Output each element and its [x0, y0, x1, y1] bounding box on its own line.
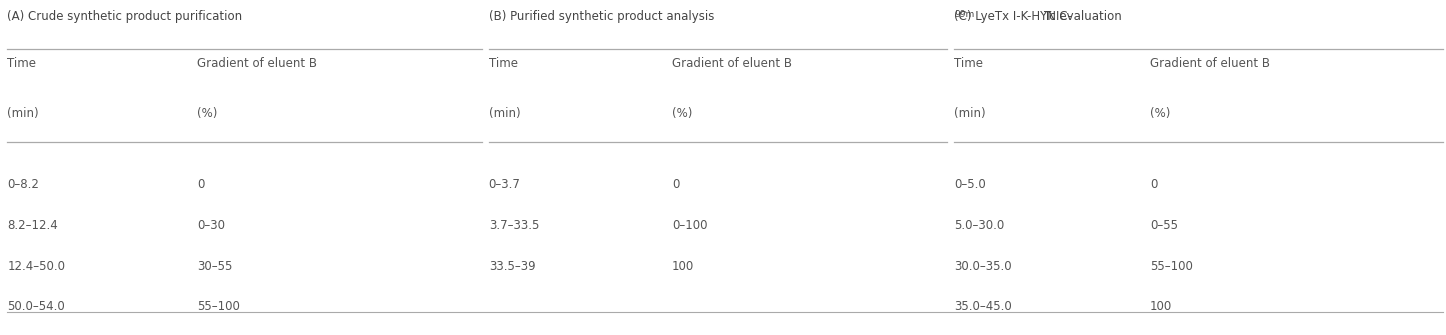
Text: Time: Time: [954, 57, 983, 70]
Text: 3.7–33.5: 3.7–33.5: [489, 219, 539, 232]
Text: 0–8.2: 0–8.2: [7, 178, 39, 191]
Text: 5.0–30.0: 5.0–30.0: [954, 219, 1005, 232]
Text: 0–100: 0–100: [672, 219, 707, 232]
Text: (C) LyeTx I-K-HYNIC-: (C) LyeTx I-K-HYNIC-: [954, 10, 1073, 23]
Text: Time: Time: [489, 57, 518, 70]
Text: 12.4–50.0: 12.4–50.0: [7, 260, 65, 273]
Text: (min): (min): [954, 107, 986, 120]
Text: (%): (%): [197, 107, 217, 120]
Text: 30.0–35.0: 30.0–35.0: [954, 260, 1012, 273]
Text: 30–55: 30–55: [197, 260, 233, 273]
Text: 0–30: 0–30: [197, 219, 226, 232]
Text: 0–3.7: 0–3.7: [489, 178, 521, 191]
Text: (%): (%): [1150, 107, 1170, 120]
Text: 0: 0: [1150, 178, 1157, 191]
Text: (B) Purified synthetic product analysis: (B) Purified synthetic product analysis: [489, 10, 714, 23]
Text: Gradient of eluent B: Gradient of eluent B: [672, 57, 792, 70]
Text: 0: 0: [672, 178, 680, 191]
Text: Time: Time: [7, 57, 36, 70]
Text: Gradient of eluent B: Gradient of eluent B: [197, 57, 317, 70]
Text: 8.2–12.4: 8.2–12.4: [7, 219, 58, 232]
Text: 0–5.0: 0–5.0: [954, 178, 986, 191]
Text: 35.0–45.0: 35.0–45.0: [954, 300, 1012, 313]
Text: 100: 100: [672, 260, 694, 273]
Text: 55–100: 55–100: [197, 300, 240, 313]
Text: 99m: 99m: [954, 10, 975, 19]
Text: (min): (min): [7, 107, 39, 120]
Text: (%): (%): [672, 107, 693, 120]
Text: 0: 0: [197, 178, 204, 191]
Text: (A) Crude synthetic product purification: (A) Crude synthetic product purification: [7, 10, 243, 23]
Text: (min): (min): [489, 107, 521, 120]
Text: Tc evaluation: Tc evaluation: [1044, 10, 1122, 23]
Text: 100: 100: [1150, 300, 1173, 313]
Text: 50.0–54.0: 50.0–54.0: [7, 300, 65, 313]
Text: Gradient of eluent B: Gradient of eluent B: [1150, 57, 1270, 70]
Text: 55–100: 55–100: [1150, 260, 1193, 273]
Text: 33.5–39: 33.5–39: [489, 260, 535, 273]
Text: 0–55: 0–55: [1150, 219, 1178, 232]
